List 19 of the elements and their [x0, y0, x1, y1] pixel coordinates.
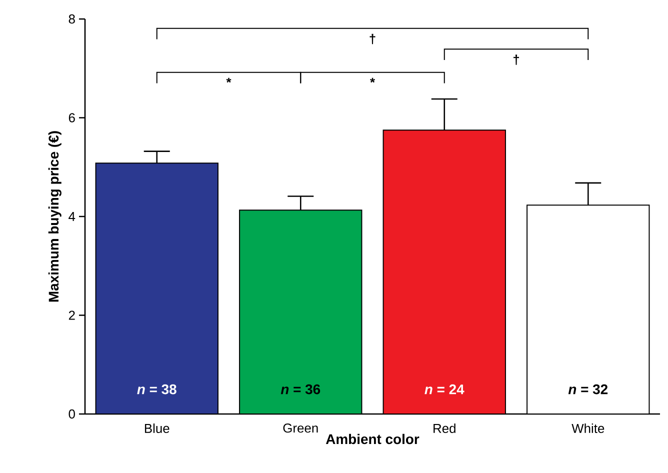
y-tick-label: 4 — [68, 212, 76, 221]
annotation: † — [514, 54, 519, 65]
x-tick-label: Blue — [144, 424, 170, 434]
annotation: n = 32 — [568, 384, 608, 394]
annotation: n = 24 — [424, 384, 464, 394]
x-axis-title: Ambient color — [326, 434, 420, 444]
x-tick-label: White — [572, 424, 604, 434]
y-tick-label: 0 — [68, 409, 75, 419]
x-tick-label: Red — [434, 424, 456, 434]
x-tick-label: Green — [283, 424, 318, 433]
y-tick-label: 2 — [68, 310, 75, 320]
y-axis-title: Maximum buying price (€) — [48, 131, 62, 302]
annotation: * — [226, 78, 232, 83]
annotation: † — [370, 34, 376, 44]
y-tick-label: 8 — [68, 14, 75, 24]
annotation: * — [370, 78, 376, 83]
annotation: n = 36 — [280, 384, 320, 394]
annotation: n = 38 — [137, 384, 176, 394]
y-tick-label: 6 — [68, 113, 75, 122]
